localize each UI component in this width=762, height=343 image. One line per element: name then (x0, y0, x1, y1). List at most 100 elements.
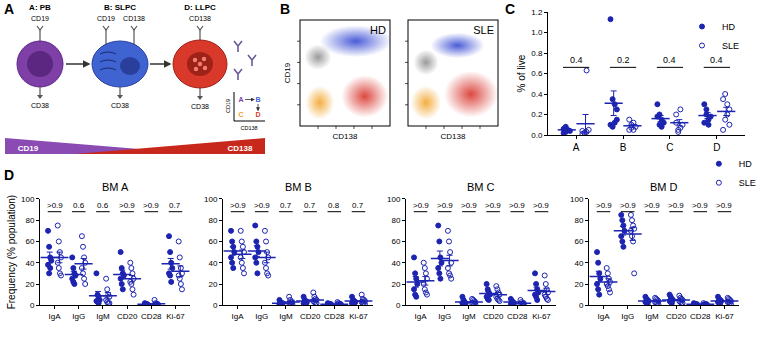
svg-text:80: 80 (574, 216, 583, 225)
svg-text:>0.9: >0.9 (533, 201, 549, 210)
svg-text:0.4: 0.4 (710, 55, 723, 65)
svg-text:CD20: CD20 (300, 312, 321, 321)
svg-text:D: D (713, 142, 720, 153)
svg-text:A: A (573, 142, 580, 153)
svg-text:>0.9: >0.9 (47, 201, 63, 210)
svg-text:CD138: CD138 (240, 125, 257, 131)
svg-text:BM A: BM A (102, 181, 129, 193)
svg-text:80: 80 (208, 216, 217, 225)
svg-text:% of live: % of live (516, 54, 527, 92)
svg-text:CD138: CD138 (441, 132, 466, 141)
svg-text:40: 40 (574, 259, 583, 268)
svg-text:A: A (238, 96, 243, 103)
svg-text:Frequency (% population): Frequency (% population) (6, 195, 17, 310)
svg-text:CD19: CD19 (31, 15, 49, 22)
svg-text:CD138: CD138 (333, 132, 358, 141)
svg-text:CD20: CD20 (483, 312, 504, 321)
svg-text:100: 100 (21, 195, 35, 204)
svg-text:0.4: 0.4 (570, 55, 583, 65)
svg-text:Ki-67: Ki-67 (166, 312, 185, 321)
svg-text:D: D (4, 167, 14, 183)
svg-text:CD20: CD20 (666, 312, 687, 321)
svg-text:A: PB: A: PB (29, 3, 51, 12)
svg-text:BM D: BM D (650, 181, 678, 193)
svg-text:CD28: CD28 (507, 312, 528, 321)
svg-text:0.7: 0.7 (280, 201, 292, 210)
svg-text:1.0: 1.0 (531, 28, 543, 37)
svg-text:IgM: IgM (462, 312, 476, 321)
svg-text:>0.9: >0.9 (461, 201, 477, 210)
svg-text:>0.9: >0.9 (596, 201, 612, 210)
svg-text:20: 20 (25, 280, 34, 289)
svg-text:>0.9: >0.9 (437, 201, 453, 210)
svg-text:CD28: CD28 (690, 312, 711, 321)
svg-text:CD138: CD138 (228, 144, 253, 153)
svg-text:0.6: 0.6 (73, 201, 85, 210)
svg-text:IgG: IgG (621, 312, 634, 321)
svg-text:IgA: IgA (415, 312, 428, 321)
svg-text:IgA: IgA (49, 312, 62, 321)
svg-text:IgG: IgG (438, 312, 451, 321)
svg-text:0.7: 0.7 (304, 201, 316, 210)
svg-text:1.2: 1.2 (531, 8, 543, 17)
svg-text:B: B (620, 142, 627, 153)
svg-text:0.7: 0.7 (169, 201, 181, 210)
svg-text:CD138: CD138 (189, 15, 211, 22)
svg-text:SLE: SLE (722, 41, 739, 51)
svg-text:20: 20 (391, 280, 400, 289)
svg-text:B: B (280, 1, 290, 17)
svg-text:>0.9: >0.9 (254, 201, 270, 210)
svg-text:Ki-67: Ki-67 (532, 312, 551, 321)
svg-text:D: D (255, 111, 260, 118)
svg-text:HD: HD (370, 24, 386, 36)
svg-text:60: 60 (391, 237, 400, 246)
svg-text:>0.9: >0.9 (413, 201, 429, 210)
svg-text:0: 0 (213, 301, 218, 310)
svg-text:IgM: IgM (96, 312, 110, 321)
svg-text:0.7: 0.7 (352, 201, 364, 210)
svg-text:40: 40 (391, 259, 400, 268)
svg-text:0: 0 (396, 301, 401, 310)
svg-text:IgM: IgM (279, 312, 293, 321)
svg-text:A: A (4, 1, 14, 17)
svg-text:IgG: IgG (255, 312, 268, 321)
svg-text:HD: HD (739, 159, 752, 169)
svg-text:>0.9: >0.9 (119, 201, 135, 210)
svg-text:CD38: CD38 (111, 102, 129, 109)
svg-text:BM B: BM B (285, 181, 312, 193)
svg-text:40: 40 (25, 259, 34, 268)
svg-text:20: 20 (574, 280, 583, 289)
svg-text:0.4: 0.4 (663, 55, 676, 65)
svg-text:Ki-67: Ki-67 (715, 312, 734, 321)
svg-text:0.8: 0.8 (328, 201, 340, 210)
svg-text:IgM: IgM (645, 312, 659, 321)
svg-text:0.4: 0.4 (531, 90, 543, 99)
svg-text:SLE: SLE (473, 24, 494, 36)
svg-text:C: C (505, 1, 515, 17)
svg-text:>0.9: >0.9 (485, 201, 501, 210)
svg-text:>0.9: >0.9 (230, 201, 246, 210)
svg-text:0: 0 (579, 301, 584, 310)
svg-text:IgA: IgA (598, 312, 611, 321)
svg-text:HD: HD (722, 22, 735, 32)
svg-text:0.6: 0.6 (531, 69, 543, 78)
svg-text:>0.9: >0.9 (143, 201, 159, 210)
svg-text:CD19: CD19 (283, 62, 292, 83)
svg-text:CD19: CD19 (97, 15, 115, 22)
svg-text:SLE: SLE (739, 178, 756, 188)
svg-text:80: 80 (391, 216, 400, 225)
svg-text:60: 60 (25, 237, 34, 246)
svg-text:D: LLPC: D: LLPC (184, 3, 216, 12)
svg-text:80: 80 (25, 216, 34, 225)
svg-text:C: C (238, 111, 243, 118)
svg-text:C: C (666, 142, 673, 153)
svg-text:60: 60 (574, 237, 583, 246)
svg-text:CD28: CD28 (324, 312, 345, 321)
svg-text:CD138: CD138 (123, 15, 145, 22)
svg-text:BM C: BM C (467, 181, 495, 193)
svg-text:IgG: IgG (72, 312, 85, 321)
svg-text:60: 60 (208, 237, 217, 246)
svg-text:B: B (255, 96, 260, 103)
svg-text:0: 0 (30, 301, 35, 310)
svg-text:Ki-67: Ki-67 (349, 312, 368, 321)
